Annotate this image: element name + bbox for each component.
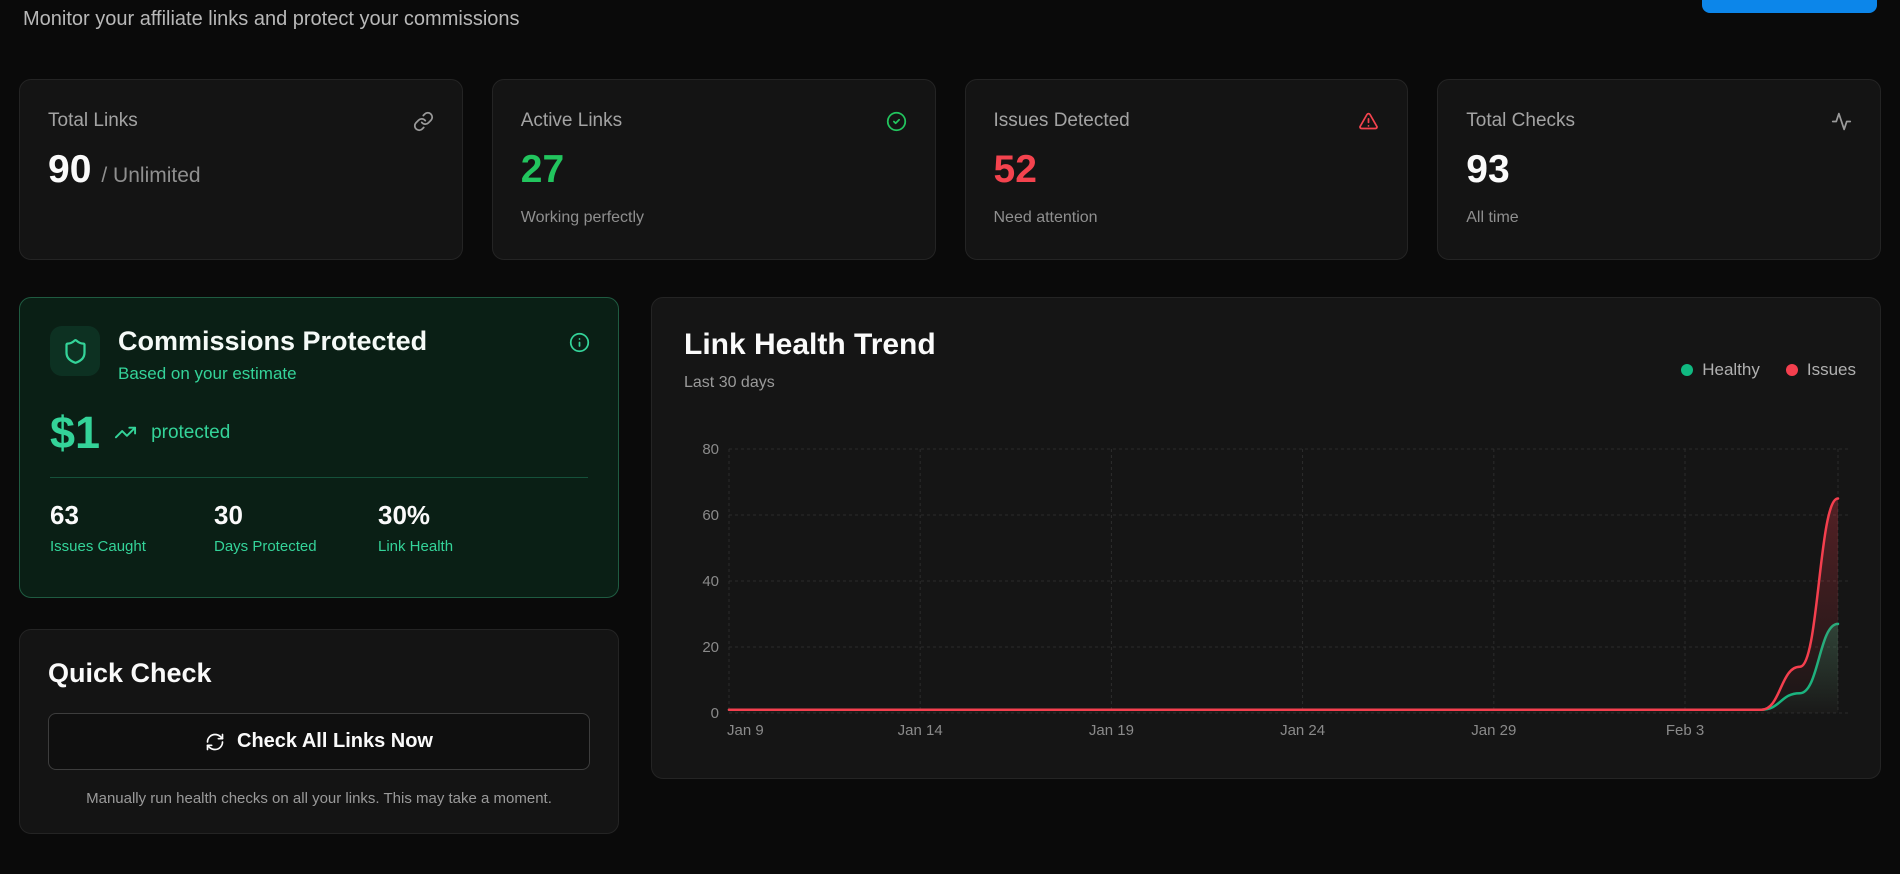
stat-value: 90 (48, 148, 92, 191)
svg-text:Jan 24: Jan 24 (1280, 722, 1325, 739)
svg-text:80: 80 (702, 441, 719, 458)
svg-text:Feb 3: Feb 3 (1666, 722, 1704, 739)
quick-check-title: Quick Check (48, 658, 212, 688)
stat-value: 27 (520, 148, 565, 191)
stat-label: Total Links (48, 110, 138, 131)
refresh-icon (205, 732, 225, 752)
stat-suffix: / Unlimited (101, 164, 201, 187)
stat-card-active-links: Active Links 27 Working perfectly (491, 79, 936, 260)
protected-amount: $1 (50, 407, 101, 459)
link-health-chart: 0 20 40 60 80 Jan 9 Jan 14 Jan 19 Jan 24 Jan 29 Fe… (702, 441, 1848, 739)
quick-check-card: Quick Check Check All Links Now Manually… (19, 629, 619, 834)
stat-subtext: Need attention (993, 209, 1098, 226)
legend-item-healthy: Healthy (1681, 360, 1760, 380)
legend-label: Healthy (1702, 360, 1760, 379)
info-icon[interactable] (569, 332, 590, 353)
stat-subtext: All time (1466, 209, 1519, 226)
commissions-title: Commissions Protected (118, 326, 428, 356)
stat-subtext: Working perfectly (520, 209, 645, 226)
svg-text:Jan 14: Jan 14 (898, 722, 943, 739)
stat-card-total-checks: Total Checks 93 All time (1437, 79, 1881, 260)
link-icon (413, 111, 434, 132)
stat-label: Total Checks (1466, 110, 1576, 131)
protected-caption: protected (151, 421, 231, 443)
svg-text:Jan 9: Jan 9 (727, 722, 764, 739)
stat-value: 30 (214, 500, 243, 531)
check-all-links-label: Check All Links Now (237, 730, 433, 752)
stat-label: Issues Detected (993, 110, 1130, 131)
trending-up-icon (114, 421, 137, 444)
svg-text:60: 60 (702, 507, 719, 524)
check-all-links-button[interactable]: Check All Links Now (48, 713, 590, 770)
stat-days-protected: 30 Days Protected (214, 500, 378, 555)
stat-value: 63 (50, 500, 79, 531)
check-circle-icon (886, 111, 907, 132)
stat-link-health: 30% Link Health (378, 500, 542, 555)
stat-label: Active Links (520, 110, 623, 131)
stat-value: 52 (993, 148, 1037, 191)
page-subtitle: Monitor your affiliate links and protect… (23, 8, 520, 30)
stat-subtext (48, 209, 434, 225)
activity-icon (1831, 111, 1852, 132)
stat-label: Issues Caught (50, 538, 146, 556)
stat-card-issues-detected: Issues Detected 52 Need attention (964, 79, 1409, 260)
issues-dot-icon (1785, 364, 1798, 376)
header-action-button[interactable] (1702, 0, 1877, 13)
legend-label: Issues (1806, 360, 1856, 379)
svg-text:Jan 19: Jan 19 (1089, 722, 1134, 739)
legend-item-issues: Issues (1785, 360, 1856, 380)
chart-title: Link Health Trend (684, 328, 936, 361)
alert-triangle-icon (1358, 111, 1379, 132)
stat-value: 93 (1466, 148, 1510, 191)
commissions-protected-card: Commissions Protected Based on your esti… (19, 297, 619, 598)
link-health-trend-card: 0 20 40 60 80 Jan 9 Jan 14 Jan 19 Jan 24 Jan 29 Fe… (651, 297, 1881, 779)
stat-value: 30% (378, 500, 431, 531)
stat-card-total-links: Total Links 90 / Unlimited (19, 79, 463, 260)
page-header: Monitor your affiliate links and protect… (0, 0, 1900, 40)
chart-legend: Healthy Issues (1681, 360, 1856, 380)
stats-row: Total Links 90 / Unlimited Active Links … (19, 79, 1881, 260)
commissions-stats: 63 Issues Caught 30 Days Protected 30% L… (50, 477, 588, 555)
chart-subtitle: Last 30 days (684, 374, 775, 391)
stat-issues-caught: 63 Issues Caught (50, 500, 214, 555)
quick-check-caption: Manually run health checks on all your l… (86, 790, 552, 807)
svg-text:40: 40 (702, 573, 719, 590)
stat-label: Link Health (378, 538, 454, 556)
shield-icon (50, 326, 100, 376)
svg-text:Jan 29: Jan 29 (1471, 722, 1516, 739)
stat-label: Days Protected (214, 538, 317, 556)
healthy-dot-icon (1681, 364, 1694, 376)
svg-text:0: 0 (711, 705, 719, 722)
svg-text:20: 20 (702, 639, 719, 656)
commissions-subtitle: Based on your estimate (118, 364, 297, 384)
